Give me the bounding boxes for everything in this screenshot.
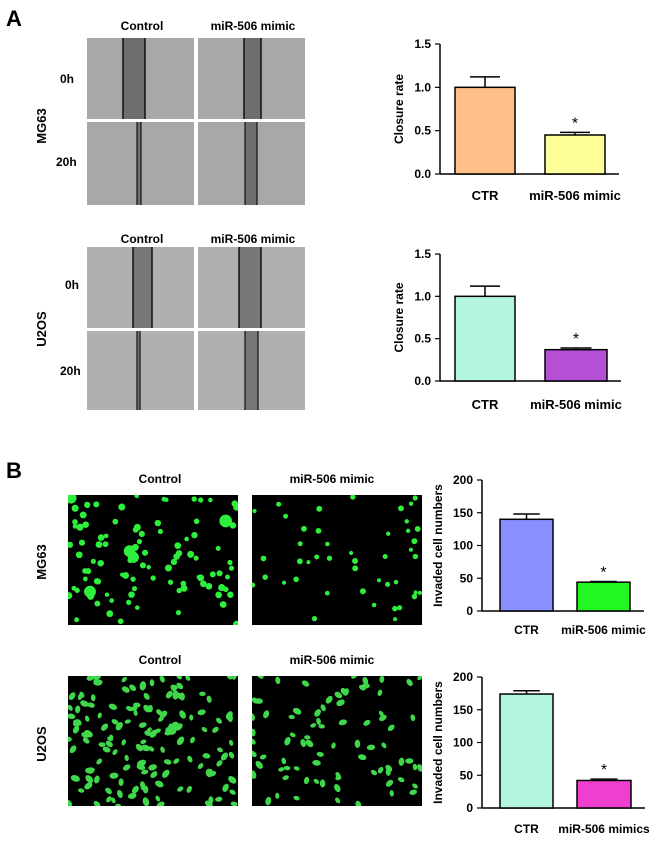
- panel-a-u2os-row-20h: 20h: [60, 364, 81, 378]
- category-label: CTR: [472, 188, 499, 203]
- dots-mg63-control: [68, 495, 238, 625]
- panel-b-u2os-col-control: Control: [138, 653, 182, 667]
- panel-a-u2os-row-0h: 0h: [65, 278, 80, 292]
- invasion-image-mg63-mimic: [252, 495, 422, 625]
- category-label: CTR: [514, 623, 539, 637]
- y-tick-label: 1.5: [414, 37, 431, 51]
- invasion-image-mg63-control: [68, 495, 238, 625]
- bar-ctr: [454, 295, 516, 382]
- wound-image-mg63-control-0h: [87, 38, 194, 119]
- y-tick-label: 0.5: [414, 332, 431, 346]
- wound-image-mg63-control-20h: [87, 122, 194, 205]
- cells-u2os-mimic: [252, 676, 422, 806]
- panel-a-u2os-col-control: Control: [120, 232, 164, 246]
- panel-b-u2os-col-mimic: miR-506 mimic: [289, 653, 375, 667]
- panel-a-mg63-col-mimic: miR-506 mimic: [210, 19, 296, 33]
- y-tick-label: 150: [453, 703, 473, 717]
- y-axis-label: Invaded cell numbers: [431, 484, 445, 607]
- y-tick-label: 0.0: [414, 167, 431, 181]
- bar-mir-506-mimic: [576, 581, 631, 612]
- category-label: CTR: [514, 822, 539, 836]
- wound-image-mg63-mimic-0h: [198, 38, 305, 119]
- panel-b-mg63-col-mimic: miR-506 mimic: [289, 472, 375, 486]
- panel-a-u2os-col-mimic: miR-506 mimic: [210, 232, 296, 246]
- y-tick-label: 1.0: [414, 80, 431, 94]
- panel-a-mg63-col-control: Control: [120, 19, 164, 33]
- y-tick-label: 100: [453, 539, 473, 553]
- bar-mir-506-mimics: [576, 779, 632, 809]
- category-label: miR-506 mimic: [530, 397, 622, 412]
- y-axis-label: Closure rate: [392, 282, 406, 352]
- category-label: CTR: [472, 397, 499, 412]
- panel-a-u2os-cell-line: U2OS: [34, 311, 49, 347]
- bar-ctr: [499, 518, 554, 612]
- invasion-image-u2os-control: [68, 676, 238, 806]
- y-tick-label: 1.0: [414, 289, 431, 303]
- panel-b-mg63-col-control: Control: [138, 472, 182, 486]
- y-tick-label: 100: [453, 736, 473, 750]
- y-tick-label: 50: [460, 571, 474, 585]
- y-tick-label: 50: [460, 768, 474, 782]
- wound-image-u2os-mimic-20h: [198, 331, 305, 410]
- panel-a-mg63-cell-line: MG63: [34, 108, 49, 144]
- y-tick-label: 0.5: [414, 124, 431, 138]
- chart-a-mg63: 0.0 0.5 1.0 1.5 Closure rate CTR * miR-506 mimi…: [392, 37, 621, 203]
- bar-ctr: [499, 693, 554, 809]
- wound-image-u2os-control-20h: [87, 331, 194, 410]
- panel-b-mg63-cell-line: MG63: [34, 544, 49, 580]
- category-label: miR-506 mimic: [529, 188, 621, 203]
- y-tick-label: 0.0: [414, 374, 431, 388]
- y-tick-label: 0: [466, 801, 473, 815]
- category-label: miR-506 mimics: [558, 822, 650, 836]
- significance-star: *: [601, 762, 607, 779]
- dots-mg63-mimic: [252, 495, 422, 622]
- bar-mir-506-mimic: [544, 348, 608, 382]
- y-tick-label: 0: [466, 604, 473, 618]
- category-label: miR-506 mimic: [561, 623, 646, 637]
- panel-b-label: B: [6, 458, 22, 483]
- panel-b-u2os-cell-line: U2OS: [34, 726, 49, 762]
- significance-star: *: [572, 115, 578, 132]
- cells-u2os-control: [68, 676, 238, 806]
- y-tick-label: 1.5: [414, 247, 431, 261]
- panel-a-mg63-row-0h: 0h: [60, 72, 75, 86]
- chart-a-u2os: 0.0 0.5 1.0 1.5 Closure rate CTR * miR-506 mimi…: [392, 247, 622, 412]
- wound-image-mg63-mimic-20h: [198, 122, 305, 205]
- y-tick-label: 200: [453, 473, 473, 487]
- chart-b-u2os: 0 50 100 150 200 Invaded cell numbers CTR * miR-…: [431, 670, 650, 836]
- invasion-image-u2os-mimic: [252, 676, 422, 806]
- chart-b-mg63: 0 50 100 150 200 Invaded cell numbers CTR * miR-…: [431, 473, 646, 637]
- panel-a-mg63-row-20h: 20h: [56, 155, 77, 169]
- y-tick-label: 200: [453, 670, 473, 684]
- y-axis-label: Invaded cell numbers: [431, 681, 445, 804]
- y-tick-label: 150: [453, 506, 473, 520]
- significance-star: *: [573, 331, 579, 348]
- significance-star: *: [600, 565, 606, 582]
- wound-image-u2os-control-0h: [87, 247, 194, 328]
- bar-mir-506-mimic: [544, 134, 606, 175]
- y-axis-label: Closure rate: [392, 74, 406, 144]
- panel-a-label: A: [6, 6, 22, 31]
- wound-image-u2os-mimic-0h: [198, 247, 305, 328]
- bar-ctr: [454, 86, 516, 175]
